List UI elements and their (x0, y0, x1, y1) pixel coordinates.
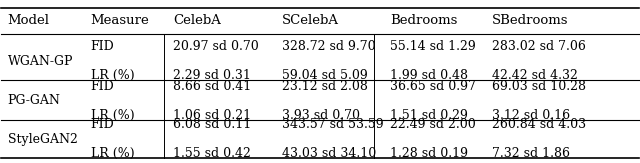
Text: 1.28 sd 0.19: 1.28 sd 0.19 (390, 147, 468, 160)
Text: 328.72 sd 9.70: 328.72 sd 9.70 (282, 40, 376, 53)
Text: 42.42 sd 4.32: 42.42 sd 4.32 (492, 69, 578, 82)
Text: 43.03 sd 34.10: 43.03 sd 34.10 (282, 147, 376, 160)
Text: Model: Model (8, 14, 50, 27)
Text: LR (%): LR (%) (91, 147, 134, 160)
Text: PG-GAN: PG-GAN (8, 95, 61, 107)
Text: 36.65 sd 0.97: 36.65 sd 0.97 (390, 80, 476, 93)
Text: 283.02 sd 7.06: 283.02 sd 7.06 (492, 40, 586, 53)
Text: LR (%): LR (%) (91, 109, 134, 122)
Text: 22.49 sd 2.00: 22.49 sd 2.00 (390, 118, 476, 131)
Text: 3.93 sd 0.70: 3.93 sd 0.70 (282, 109, 360, 122)
Text: Bedrooms: Bedrooms (390, 14, 458, 27)
Text: 1.55 sd 0.42: 1.55 sd 0.42 (173, 147, 252, 160)
Text: 1.06 sd 0.21: 1.06 sd 0.21 (173, 109, 252, 122)
Text: 23.12 sd 2.08: 23.12 sd 2.08 (282, 80, 367, 93)
Text: Measure: Measure (91, 14, 149, 27)
Text: 1.51 sd 0.29: 1.51 sd 0.29 (390, 109, 468, 122)
Text: 55.14 sd 1.29: 55.14 sd 1.29 (390, 40, 476, 53)
Text: 69.03 sd 10.28: 69.03 sd 10.28 (492, 80, 586, 93)
Text: 7.32 sd 1.86: 7.32 sd 1.86 (492, 147, 570, 160)
Text: 3.12 sd 0.16: 3.12 sd 0.16 (492, 109, 570, 122)
Text: 2.29 sd 0.31: 2.29 sd 0.31 (173, 69, 252, 82)
Text: SBedrooms: SBedrooms (492, 14, 568, 27)
Text: CelebA: CelebA (173, 14, 221, 27)
Text: StyleGAN2: StyleGAN2 (8, 133, 77, 146)
Text: 343.57 sd 53.59: 343.57 sd 53.59 (282, 118, 383, 131)
Text: FID: FID (91, 40, 115, 53)
Text: 20.97 sd 0.70: 20.97 sd 0.70 (173, 40, 259, 53)
Text: 1.99 sd 0.48: 1.99 sd 0.48 (390, 69, 468, 82)
Text: 6.08 sd 0.11: 6.08 sd 0.11 (173, 118, 252, 131)
Text: LR (%): LR (%) (91, 69, 134, 82)
Text: 59.04 sd 5.09: 59.04 sd 5.09 (282, 69, 367, 82)
Text: 8.66 sd 0.41: 8.66 sd 0.41 (173, 80, 252, 93)
Text: FID: FID (91, 118, 115, 131)
Text: SCelebA: SCelebA (282, 14, 339, 27)
Text: WGAN-GP: WGAN-GP (8, 55, 73, 68)
Text: 260.84 sd 4.03: 260.84 sd 4.03 (492, 118, 586, 131)
Text: FID: FID (91, 80, 115, 93)
